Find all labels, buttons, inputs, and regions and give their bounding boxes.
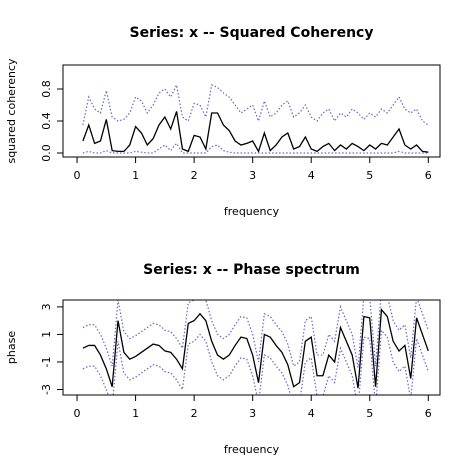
x-axis-label: frequency (224, 205, 280, 218)
y-axis-label: squared coherency (5, 58, 18, 164)
series-line (82, 328, 429, 395)
x-tick-label: 5 (366, 169, 373, 182)
y-tick-label: -3 (40, 384, 53, 395)
x-tick-label: 2 (191, 407, 198, 420)
x-tick-label: 0 (74, 169, 81, 182)
x-tick-label: 0 (74, 407, 81, 420)
series-line (82, 300, 429, 368)
y-tick-label: 0.0 (40, 144, 53, 162)
y-tick-label: 0.4 (40, 112, 53, 130)
y-tick-label: 0.8 (40, 80, 53, 98)
x-tick-label: 3 (249, 169, 256, 182)
x-tick-label: 4 (308, 169, 315, 182)
x-tick-label: 2 (191, 169, 198, 182)
plot-frame (62, 299, 441, 396)
plot-frame (62, 64, 441, 158)
series-line (82, 83, 429, 126)
y-tick-label: -1 (40, 356, 53, 367)
y-tick-label: 1 (40, 331, 53, 338)
x-tick-label: 3 (249, 407, 256, 420)
x-tick-label: 1 (132, 407, 139, 420)
x-axis-label: frequency (224, 443, 280, 456)
x-tick-label: 5 (366, 407, 373, 420)
x-tick-label: 1 (132, 169, 139, 182)
chart-title: Series: x -- Phase spectrum (143, 262, 360, 278)
x-tick-label: 4 (308, 407, 315, 420)
series-line (82, 308, 429, 389)
series-line (82, 111, 429, 154)
chart-title: Series: x -- Squared Coherency (130, 25, 374, 41)
y-axis-label: phase (5, 331, 18, 364)
series-line (82, 142, 429, 154)
y-tick-label: 3 (40, 303, 53, 310)
x-tick-label: 6 (425, 169, 432, 182)
x-tick-label: 6 (425, 407, 432, 420)
